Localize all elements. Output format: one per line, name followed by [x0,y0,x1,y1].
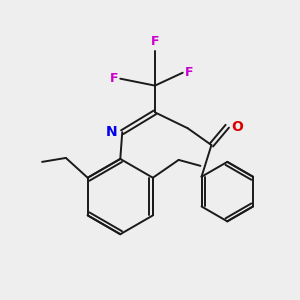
Text: F: F [185,66,193,79]
Text: N: N [106,125,117,139]
Text: F: F [110,72,118,85]
Text: F: F [151,35,159,48]
Text: O: O [231,120,243,134]
